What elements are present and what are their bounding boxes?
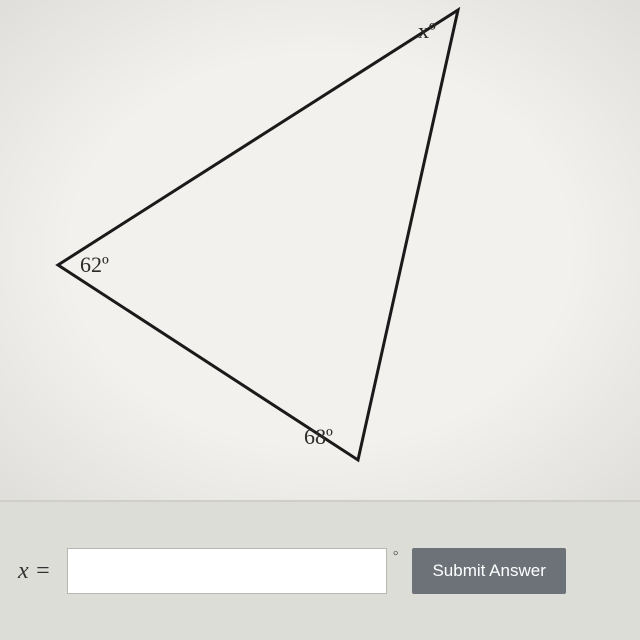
degree-symbol: ° (393, 549, 399, 565)
triangle-shape (58, 10, 458, 460)
submit-answer-button[interactable]: Submit Answer (412, 548, 565, 594)
angle-label-top: xº (418, 18, 436, 44)
prompt-label: x = (18, 558, 51, 585)
angle-label-left: 62º (80, 252, 109, 278)
angle-label-bottom: 68º (304, 424, 333, 450)
answer-bar: x = ° Submit Answer (0, 500, 640, 640)
answer-input[interactable] (67, 548, 387, 594)
diagram-canvas: xº 62º 68º (0, 0, 640, 500)
